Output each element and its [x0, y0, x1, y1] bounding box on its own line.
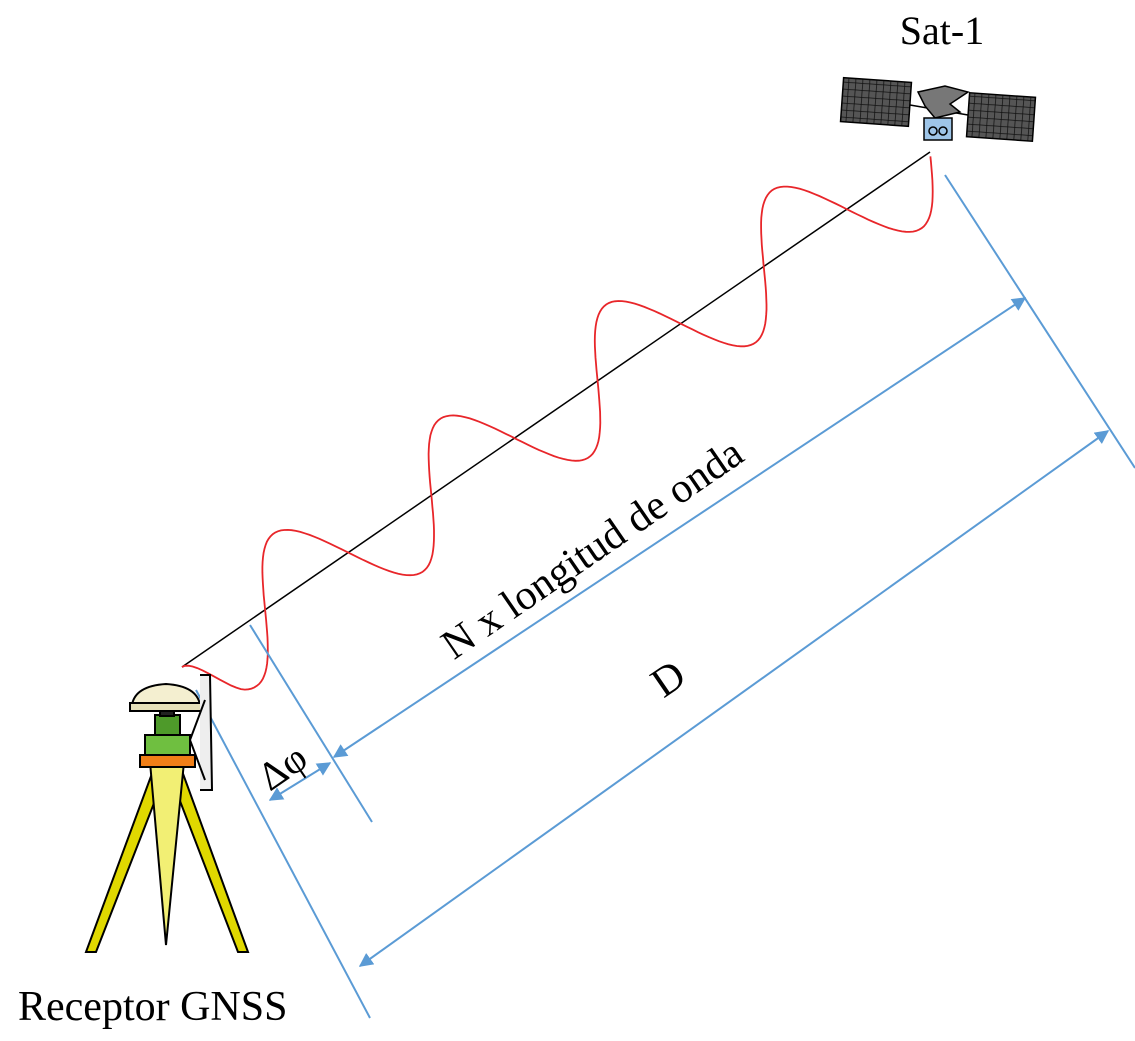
boundary-line	[945, 175, 1135, 468]
receiver-icon	[86, 675, 248, 952]
phase-label: Δφ	[249, 735, 315, 800]
receiver-label: Receptor GNSS	[18, 984, 287, 1030]
cycles-label: N x longitud de onda	[433, 430, 752, 669]
boundary-line	[250, 625, 372, 822]
distance-label: D	[643, 652, 694, 707]
satellite-icon	[841, 78, 1036, 142]
distance-arrow	[360, 431, 1108, 966]
satellite-label: Sat-1	[900, 8, 984, 53]
diagram: N x longitud de onda D Δφ Sat-1 Receptor…	[0, 0, 1135, 1041]
